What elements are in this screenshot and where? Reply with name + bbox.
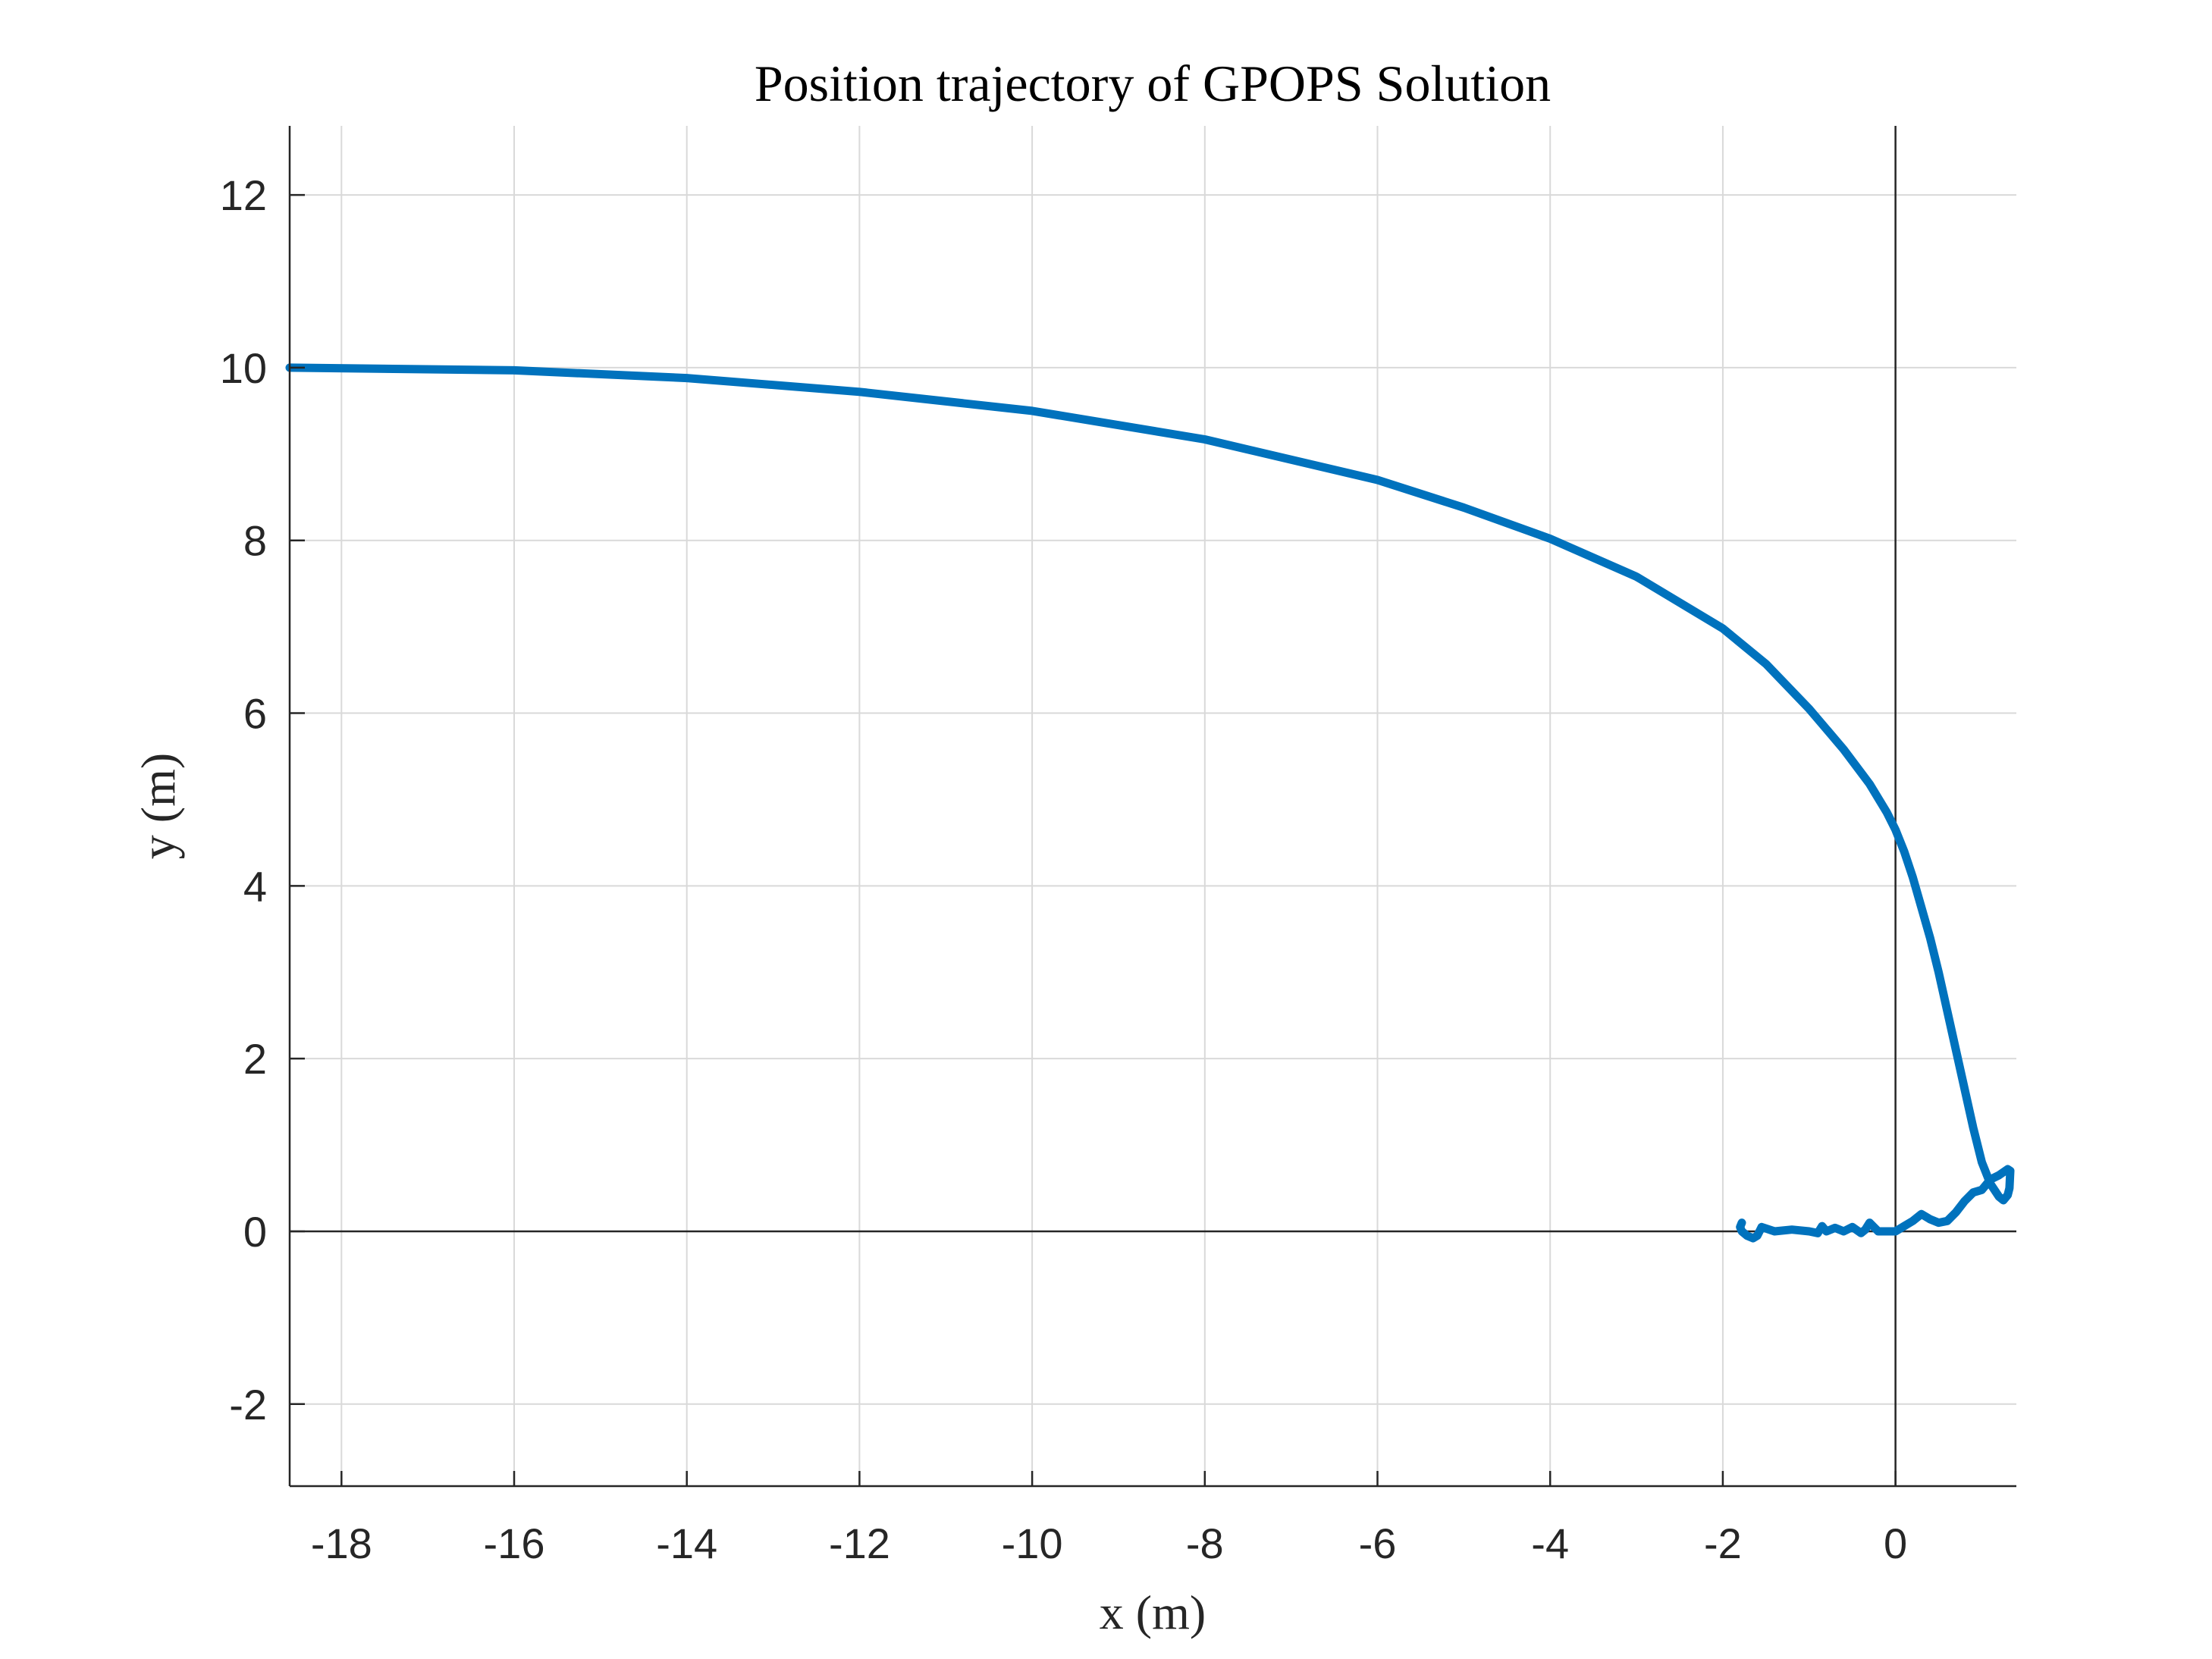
y-tick-label: 0 <box>243 1208 267 1256</box>
x-tick-label: 0 <box>1884 1519 1907 1567</box>
y-tick-label: 8 <box>243 517 267 565</box>
x-tick-label: -16 <box>484 1519 545 1567</box>
x-tick-label: -18 <box>311 1519 372 1567</box>
chart-title: Position trajectory of GPOPS Solution <box>755 55 1551 112</box>
y-tick-label: 4 <box>243 862 267 910</box>
x-tick-label: -10 <box>1002 1519 1063 1567</box>
x-tick-label: -14 <box>656 1519 717 1567</box>
y-tick-label: 10 <box>220 344 267 392</box>
x-axis-title: x (m) <box>1100 1585 1206 1639</box>
y-tick-label: 2 <box>243 1035 267 1083</box>
zero-lines <box>290 126 2016 1486</box>
series-layer <box>285 363 2015 1243</box>
y-tick-labels: -2 0 2 4 6 8 10 12 <box>220 171 267 1428</box>
x-tick-label: -6 <box>1359 1519 1397 1567</box>
trajectory-series-line <box>285 363 2015 1243</box>
axis-lines <box>288 126 2016 1488</box>
x-tick-label: -12 <box>829 1519 890 1567</box>
x-tick-label: -8 <box>1186 1519 1224 1567</box>
x-tick-label: -4 <box>1531 1519 1569 1567</box>
y-tick-label: 12 <box>220 171 267 219</box>
y-tick-label: -2 <box>229 1381 267 1428</box>
y-tick-label: 6 <box>243 690 267 738</box>
x-tick-label: -2 <box>1704 1519 1742 1567</box>
x-tick-labels: -18 -16 -14 -12 -10 -8 -6 -4 -2 0 <box>311 1519 1907 1567</box>
y-axis-title: y (m) <box>131 753 185 859</box>
axes-background <box>290 126 2016 1486</box>
